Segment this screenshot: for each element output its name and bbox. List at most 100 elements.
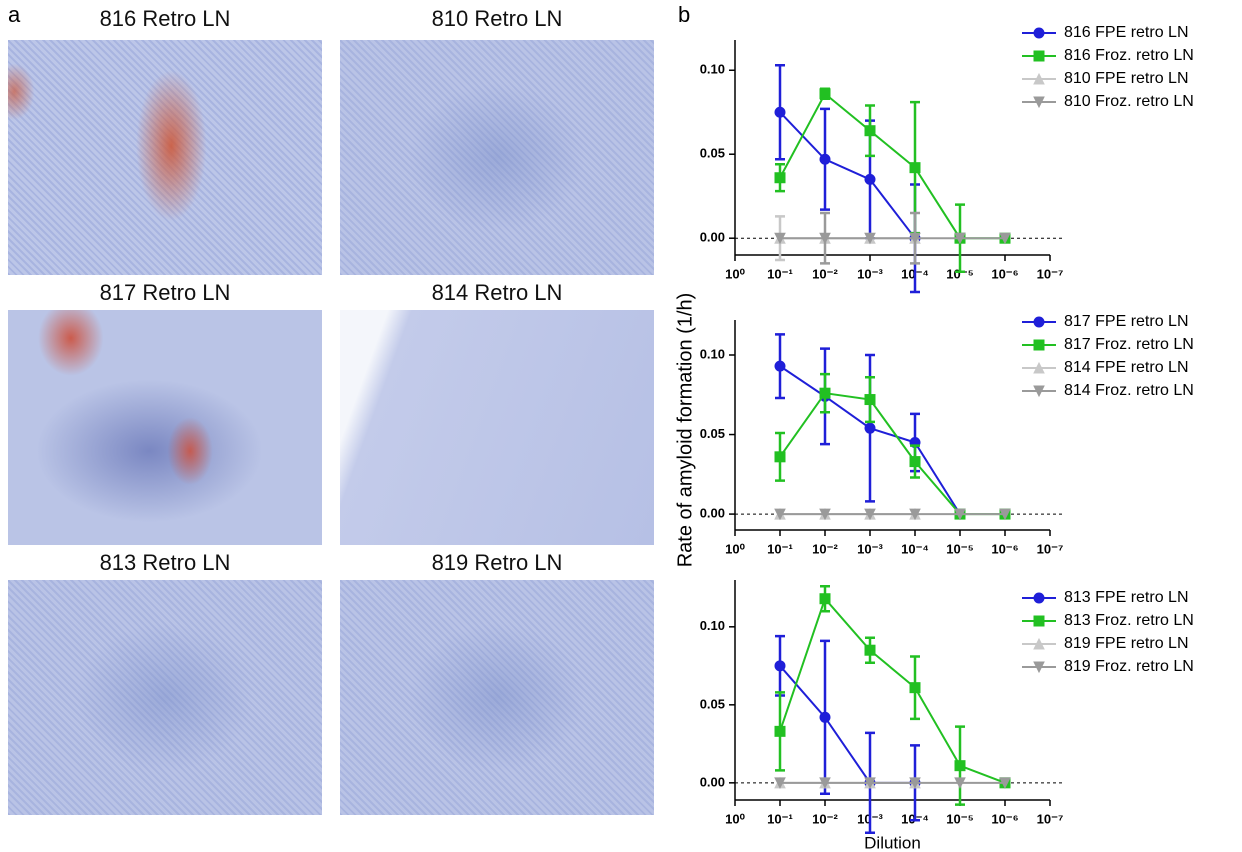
marker	[864, 394, 876, 406]
y-tick-label: 0.00	[700, 774, 725, 789]
marker	[774, 451, 786, 463]
x-tick-label: 10⁻²	[812, 266, 838, 281]
legend-label: 817 Froz. retro LN	[1064, 336, 1194, 353]
x-tick-label: 10⁻⁶	[991, 811, 1018, 826]
y-tick-label: 0.05	[700, 146, 725, 161]
y-tick-label: 0.10	[700, 346, 725, 361]
legend-marker	[1033, 72, 1045, 85]
marker	[909, 232, 921, 245]
legend-marker	[1033, 27, 1045, 39]
histology-image	[8, 40, 322, 275]
marker	[954, 508, 966, 521]
marker	[864, 422, 876, 434]
marker	[864, 232, 876, 245]
marker	[864, 777, 876, 789]
marker	[864, 125, 876, 137]
marker	[909, 682, 921, 694]
series-line	[779, 392, 1005, 516]
x-tick-label: 10⁻⁵	[946, 266, 973, 281]
marker	[819, 153, 831, 165]
marker	[909, 508, 921, 521]
x-tick-label: 10⁻¹	[767, 811, 793, 826]
y-tick-label: 0.00	[700, 506, 725, 521]
histology-image	[340, 580, 654, 815]
legend-marker	[1033, 316, 1045, 328]
marker	[774, 725, 786, 737]
series-line	[779, 596, 1006, 784]
panel-label: a	[8, 2, 21, 27]
x-tick-label: 10⁻²	[812, 811, 838, 826]
marker	[774, 232, 786, 245]
legend-marker	[1033, 661, 1045, 674]
x-tick-label: 10⁻⁶	[991, 266, 1018, 281]
x-tick-label: 10⁰	[725, 541, 745, 556]
legend-marker	[1033, 361, 1045, 374]
marker	[909, 456, 921, 468]
legend-marker	[1033, 592, 1045, 604]
legend-label: 810 FPE retro LN	[1064, 70, 1189, 87]
x-tick-label: 10⁻¹	[767, 266, 793, 281]
x-tick-label: 10⁻³	[857, 266, 883, 281]
marker	[774, 777, 786, 789]
x-tick-label: 10⁻⁷	[1037, 266, 1064, 281]
y-tick-label: 0.10	[700, 62, 725, 77]
x-tick-label: 10⁻⁷	[1037, 811, 1064, 826]
marker	[909, 777, 921, 789]
x-tick-label: 10⁰	[725, 266, 745, 281]
y-tick-label: 0.00	[700, 230, 725, 245]
legend-label: 819 FPE retro LN	[1064, 635, 1189, 652]
series-line	[779, 665, 915, 784]
image-title: 810 Retro LN	[431, 6, 563, 31]
image-title: 817 Retro LN	[99, 280, 231, 305]
histology-image	[340, 310, 654, 545]
image-title: 819 Retro LN	[431, 550, 563, 575]
marker	[819, 387, 831, 399]
x-tick-label: 10⁻⁷	[1037, 541, 1064, 556]
legend-marker	[1033, 615, 1045, 627]
marker	[999, 508, 1011, 521]
y-tick-label: 0.10	[700, 618, 725, 633]
image-title: 814 Retro LN	[431, 280, 563, 305]
marker	[954, 760, 966, 772]
legend-marker	[1033, 637, 1045, 650]
marker	[774, 106, 786, 118]
x-tick-label: 10⁻⁵	[946, 541, 973, 556]
marker	[999, 232, 1011, 245]
x-tick-label: 10⁻²	[812, 541, 838, 556]
histology-image	[340, 40, 654, 275]
x-tick-label: 10⁰	[725, 811, 745, 826]
legend-label: 813 FPE retro LN	[1064, 589, 1189, 606]
marker	[864, 173, 876, 185]
x-tick-label: 10⁻⁵	[946, 811, 973, 826]
legend-label: 814 Froz. retro LN	[1064, 382, 1194, 399]
legend-label: 813 Froz. retro LN	[1064, 612, 1194, 629]
marker	[954, 232, 966, 245]
marker	[864, 644, 876, 656]
marker	[774, 508, 786, 521]
x-axis-label: Dilution	[864, 833, 921, 852]
legend-marker	[1033, 96, 1045, 109]
x-tick-label: 10⁻¹	[767, 541, 793, 556]
marker	[819, 88, 831, 100]
marker	[999, 777, 1011, 789]
marker	[819, 593, 831, 605]
series-line	[779, 111, 916, 239]
image-title: 813 Retro LN	[99, 550, 231, 575]
marker	[819, 232, 831, 245]
legend-label: 819 Froz. retro LN	[1064, 658, 1194, 675]
legend-label: 817 FPE retro LN	[1064, 313, 1189, 330]
legend-marker	[1033, 385, 1045, 398]
histology-image	[8, 310, 322, 545]
y-tick-label: 0.05	[700, 426, 725, 441]
legend-marker	[1033, 50, 1045, 62]
x-tick-label: 10⁻⁶	[991, 541, 1018, 556]
marker	[774, 660, 786, 672]
x-tick-label: 10⁻⁴	[901, 541, 929, 556]
legend-label: 816 FPE retro LN	[1064, 24, 1189, 41]
image-title: 816 Retro LN	[99, 6, 231, 31]
y-axis-label: Rate of amyloid formation (1/h)	[674, 293, 696, 568]
marker	[774, 172, 786, 184]
legend-label: 810 Froz. retro LN	[1064, 93, 1194, 110]
